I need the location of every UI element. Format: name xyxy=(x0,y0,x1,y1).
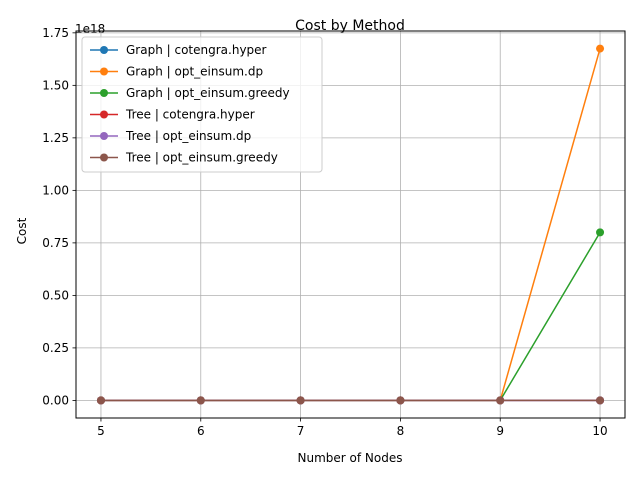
y-tick-label: 0.00 xyxy=(42,393,69,407)
legend: Graph | cotengra.hyper Graph | opt_einsum… xyxy=(81,36,323,173)
x-tick-label: 5 xyxy=(97,424,105,438)
legend-item: Graph | cotengra.hyper xyxy=(90,43,267,57)
y-tick-label: 1.25 xyxy=(42,131,69,145)
x-tick-label: 8 xyxy=(397,424,405,438)
legend-label: Graph | opt_einsum.greedy xyxy=(126,86,290,100)
legend-swatch-marker xyxy=(100,89,108,97)
legend-swatch-marker xyxy=(100,153,108,162)
ticks: 5 6 7 8 9 10 0.00 0.25 0.50 0.75 1.00 1.25 1.50 1.75 xyxy=(42,26,607,438)
x-tick-label: 10 xyxy=(592,424,607,438)
legend-swatch-marker xyxy=(100,46,108,54)
chart-title: Cost by Method xyxy=(295,18,405,34)
data-point xyxy=(596,44,605,53)
series-5 xyxy=(96,396,605,405)
legend-swatch-marker xyxy=(100,110,108,119)
data-point xyxy=(196,396,205,405)
legend-label: Graph | cotengra.hyper xyxy=(126,43,267,57)
y-tick-label: 1.50 xyxy=(42,78,69,92)
series-layer xyxy=(96,44,605,405)
y-tick-label: 0.25 xyxy=(42,341,69,355)
data-point xyxy=(596,228,605,237)
x-axis-label: Number of Nodes xyxy=(298,451,403,465)
legend-box xyxy=(81,36,323,173)
series-2 xyxy=(96,228,605,405)
data-point xyxy=(596,396,605,405)
y-tick-label: 1.75 xyxy=(42,26,69,40)
data-point xyxy=(96,396,105,405)
y-axis-label: Cost xyxy=(15,217,29,244)
legend-swatch-marker xyxy=(100,132,108,140)
y-tick-label: 0.50 xyxy=(42,288,69,302)
legend-item: Graph | opt_einsum.greedy xyxy=(90,86,290,100)
data-point xyxy=(396,396,405,405)
legend-swatch-marker xyxy=(100,67,108,76)
legend-label: Tree | cotengra.hyper xyxy=(125,108,255,122)
plot-frame xyxy=(75,30,626,419)
legend-label: Graph | opt_einsum.dp xyxy=(126,65,263,79)
y-tick-label: 1.00 xyxy=(42,183,69,197)
legend-item: Tree | opt_einsum.greedy xyxy=(90,151,278,165)
legend-item: Tree | opt_einsum.dp xyxy=(90,129,251,143)
x-tick-label: 6 xyxy=(197,424,205,438)
legend-label: Tree | opt_einsum.greedy xyxy=(125,151,278,165)
series-line xyxy=(100,231,601,402)
legend-label: Tree | opt_einsum.dp xyxy=(125,129,251,143)
data-point xyxy=(496,396,505,405)
data-point xyxy=(296,396,305,405)
x-tick-label: 7 xyxy=(297,424,305,438)
y-tick-label: 0.75 xyxy=(42,236,69,250)
legend-item: Graph | opt_einsum.dp xyxy=(90,65,263,79)
legend-item: Tree | cotengra.hyper xyxy=(90,108,255,122)
x-tick-label: 9 xyxy=(496,424,504,438)
